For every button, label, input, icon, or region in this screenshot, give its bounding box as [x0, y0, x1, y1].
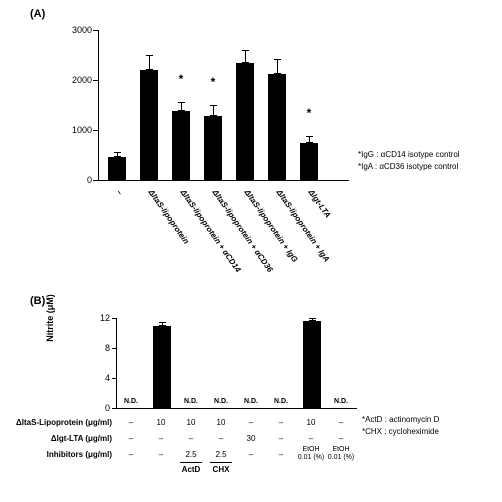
bar	[172, 111, 190, 180]
panel-b-legend-2: *CHX : cycloheximide	[362, 427, 439, 436]
bar	[153, 326, 171, 409]
x-axis-label: Δlgt-LTA	[307, 188, 333, 220]
table-cell: 2.5	[215, 450, 226, 459]
table-cell: –	[129, 434, 133, 443]
table-cell: –	[219, 434, 223, 443]
y-tick-label: 12	[92, 313, 110, 323]
significance-star: *	[179, 72, 184, 86]
inhibitor-name: CHX	[213, 465, 230, 474]
panel-a-plot-area: * * *	[98, 30, 349, 181]
table-cell: 2.5	[185, 450, 196, 459]
table-cell: –	[159, 450, 163, 459]
table-cell: EtOH0.01 (%)	[298, 446, 324, 462]
panel-a-legend-2: *IgA : αCD36 isotype control	[358, 162, 458, 171]
table-cell: 10	[307, 418, 316, 427]
table-cell: –	[339, 418, 343, 427]
y-tick	[93, 30, 99, 31]
y-tick-label: 0	[60, 175, 92, 185]
y-tick	[93, 80, 99, 81]
row-label: Inhibitors (μg/ml)	[0, 450, 112, 459]
y-tick	[112, 378, 117, 379]
panel-b-plot-area	[116, 318, 357, 409]
y-tick-label: 8	[92, 343, 110, 353]
panel-b-label: (B)	[30, 295, 45, 307]
nd-label: N.D.	[184, 398, 198, 405]
table-cell: EtOH0.01 (%)	[328, 446, 354, 462]
table-cell: –	[129, 418, 133, 427]
y-tick-label: 0	[92, 403, 110, 413]
x-axis-label: –	[115, 188, 125, 197]
bar	[268, 74, 286, 180]
error-bar	[277, 59, 278, 74]
panel-a-legend-1: *IgG : αCD14 isotype control	[358, 150, 460, 159]
nd-label: N.D.	[244, 398, 258, 405]
error-bar	[245, 50, 246, 63]
y-tick	[93, 130, 99, 131]
row-label: ΔltaS-Lipoprotein (μg/ml)	[0, 418, 112, 427]
panel-a-label: (A)	[30, 8, 45, 20]
bar	[300, 143, 318, 181]
table-cell: –	[189, 434, 193, 443]
y-tick	[112, 408, 117, 409]
table-cell: –	[339, 434, 343, 443]
y-tick-label: 1000	[60, 125, 92, 135]
table-cell: –	[249, 450, 253, 459]
error-bar	[162, 322, 163, 326]
nd-label: N.D.	[334, 398, 348, 405]
table-cell: –	[159, 434, 163, 443]
panel-b-y-axis-title: Nitrite (μM)	[45, 273, 55, 363]
error-bar	[312, 318, 313, 321]
inhibitor-name: ActD	[182, 465, 201, 474]
table-cell: 30	[247, 434, 256, 443]
bar	[236, 63, 254, 180]
y-tick	[112, 318, 117, 319]
table-cell: –	[309, 434, 313, 443]
error-bar	[181, 102, 182, 111]
nd-label: N.D.	[274, 398, 288, 405]
table-cell: –	[279, 434, 283, 443]
bar	[204, 116, 222, 180]
underline	[180, 462, 202, 463]
bar	[108, 157, 126, 180]
y-tick	[93, 180, 99, 181]
y-tick-label: 4	[92, 373, 110, 383]
row-label: Δlgt-LTA (μg/ml)	[0, 434, 112, 443]
x-axis-label: ΔltaS-lipoprotein + αCD14	[179, 188, 243, 274]
error-bar	[117, 152, 118, 157]
nd-label: N.D.	[124, 398, 138, 405]
error-bar	[213, 105, 214, 116]
significance-star: *	[307, 106, 312, 120]
table-cell: –	[129, 450, 133, 459]
underline	[210, 462, 232, 463]
table-cell: 10	[217, 418, 226, 427]
table-cell: 10	[157, 418, 166, 427]
table-cell: –	[249, 418, 253, 427]
bar	[140, 70, 158, 180]
nd-label: N.D.	[214, 398, 228, 405]
table-cell: –	[279, 418, 283, 427]
panel-b-legend-1: *ActD : actinomycin D	[362, 415, 439, 424]
table-cell: –	[279, 450, 283, 459]
x-axis-label: ΔltaS-lipoprotein + αCD36	[211, 188, 275, 274]
bar	[303, 321, 321, 408]
significance-star: *	[211, 75, 216, 89]
y-tick-label: 2000	[60, 75, 92, 85]
table-cell: 10	[187, 418, 196, 427]
y-tick	[112, 348, 117, 349]
x-axis-label: ΔltaS-lipoprotein + IgG	[243, 188, 300, 264]
error-bar	[309, 136, 310, 143]
y-tick-label: 3000	[60, 25, 92, 35]
error-bar	[149, 55, 150, 70]
